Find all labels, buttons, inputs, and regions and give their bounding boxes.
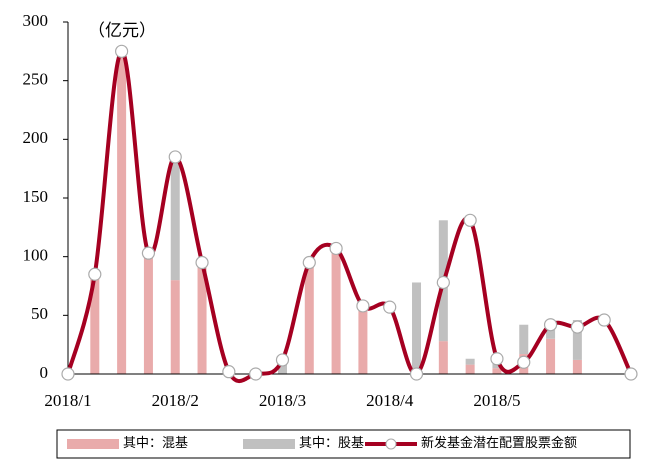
y-tick-label: 200 — [23, 128, 49, 147]
marker — [409, 367, 424, 381]
bar — [412, 282, 422, 369]
legend-label: 其中：混基 — [123, 435, 188, 450]
bar — [277, 359, 287, 374]
x-tick-label: 2018/4 — [366, 391, 414, 410]
bar — [572, 359, 582, 374]
bar — [492, 368, 502, 374]
marker — [356, 299, 370, 313]
marker — [61, 367, 75, 381]
marker — [195, 255, 209, 270]
bar — [465, 364, 475, 374]
marker — [436, 275, 450, 290]
bar — [304, 262, 314, 374]
marker — [463, 213, 477, 227]
x-tick-label: 2018/5 — [473, 391, 520, 410]
marker — [383, 300, 397, 314]
x-tick-label: 2018/1 — [44, 391, 91, 410]
marker — [517, 355, 531, 369]
marker — [275, 353, 290, 367]
legend-marker — [385, 438, 397, 450]
x-tick-label: 2018/2 — [152, 391, 199, 410]
y-tick-label: 300 — [23, 11, 49, 30]
bar — [143, 253, 153, 374]
marker — [597, 313, 611, 327]
unit-label: （亿元） — [88, 21, 156, 40]
marker — [329, 241, 343, 256]
legend-label: 新发基金潜在配置股票金额 — [421, 435, 577, 450]
bar — [197, 262, 207, 374]
legend-swatch — [67, 439, 119, 449]
bar — [170, 280, 180, 374]
legend-label: 其中：股基 — [299, 435, 364, 450]
marker — [570, 320, 584, 334]
marker — [115, 44, 129, 58]
bar — [572, 320, 582, 360]
marker — [141, 246, 156, 260]
bar — [90, 274, 100, 374]
y-tick-label: 100 — [23, 246, 49, 265]
marker — [624, 367, 638, 381]
bar — [546, 327, 556, 339]
y-tick-label: 250 — [23, 70, 49, 89]
legend-swatch — [243, 439, 295, 449]
y-tick-label: 150 — [23, 187, 49, 206]
legend-box — [56, 429, 631, 459]
marker — [222, 365, 236, 379]
y-tick-label: 0 — [40, 363, 49, 382]
bar — [117, 51, 127, 374]
bar — [465, 358, 475, 365]
marker — [168, 150, 182, 164]
bar — [170, 156, 180, 281]
marker — [88, 267, 102, 281]
marker — [302, 255, 316, 270]
bar — [519, 324, 529, 355]
marker — [249, 367, 263, 381]
bar — [331, 250, 341, 374]
x-tick-label: 2018/3 — [259, 391, 306, 410]
y-tick-label: 50 — [31, 304, 48, 323]
marker — [490, 352, 504, 366]
bar — [358, 309, 368, 374]
bar — [438, 341, 448, 374]
bar — [546, 338, 556, 374]
marker — [543, 318, 558, 332]
